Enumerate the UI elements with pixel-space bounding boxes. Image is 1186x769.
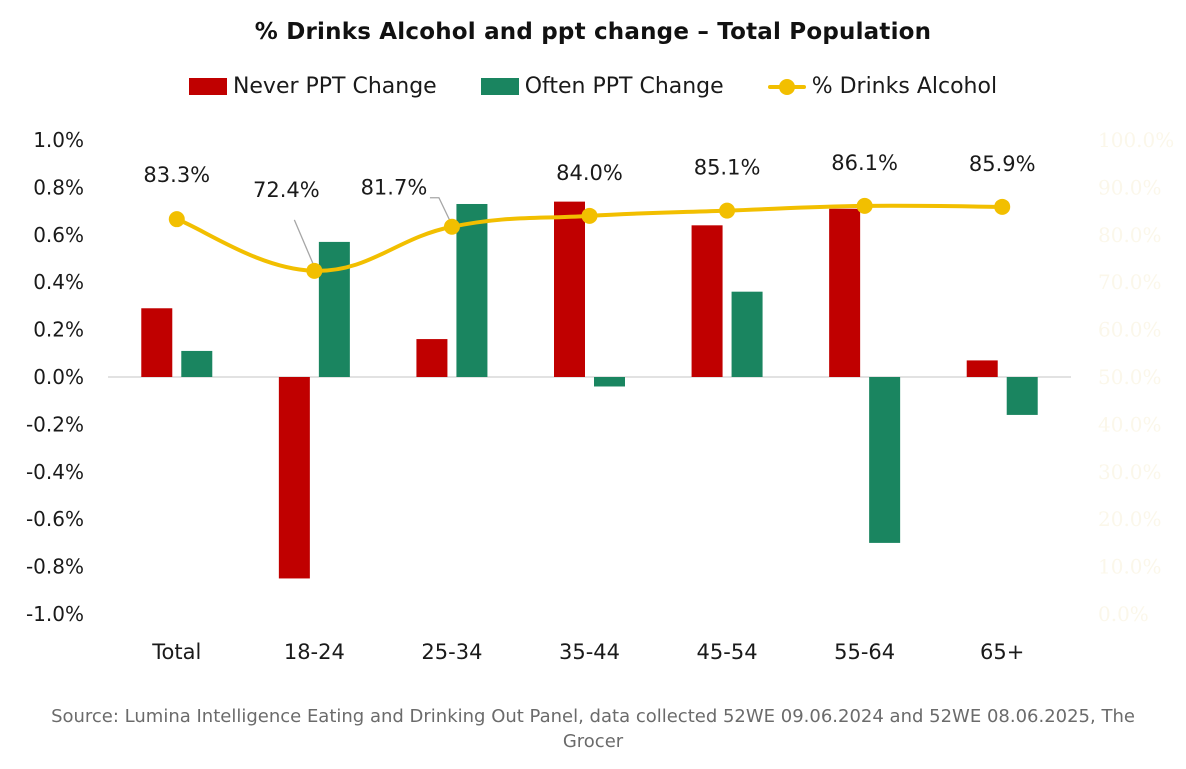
never-bar-65+ (966, 360, 998, 377)
y2-tick-label: 30.0% (1098, 460, 1162, 484)
data-label-45-54: 85.1% (694, 156, 761, 180)
bar-series (141, 201, 1038, 579)
line-marker-65+ (994, 198, 1011, 215)
often-bar-65+ (1006, 377, 1038, 415)
x-tick-label: 65+ (980, 640, 1024, 664)
never-swatch-icon (188, 78, 227, 95)
chart-title: % Drinks Alcohol and ppt change – Total … (254, 19, 932, 45)
line-marker-55-64 (856, 197, 873, 214)
often-bar-18-24 (318, 241, 350, 377)
y-tick-label: 1.0% (33, 128, 84, 152)
often-bar-35-44 (594, 377, 625, 387)
y-tick-label: -0.6% (26, 507, 84, 531)
data-label-35-44: 84.0% (556, 161, 623, 185)
x-tick-label: 55-64 (834, 640, 895, 664)
data-label-Total: 83.3% (143, 163, 210, 187)
y-tick-label: 0.0% (33, 365, 84, 389)
x-tick-label: 18-24 (284, 640, 345, 664)
never-bar-55-64 (829, 208, 861, 377)
y2-tick-label: 0.0% (1098, 602, 1149, 626)
source-note: Source: Lumina Intelligence Eating and D… (51, 706, 1135, 752)
y2-tick-label: 70.0% (1098, 270, 1162, 294)
line-marker-45-54 (719, 202, 736, 219)
y-tick-label: -0.4% (26, 460, 84, 484)
data-label-55-64: 86.1% (831, 151, 898, 175)
x-tick-label: 25-34 (421, 640, 482, 664)
y2-tick-label: 90.0% (1098, 175, 1162, 199)
often-swatch-icon (480, 78, 519, 95)
often-bar-55-64 (869, 377, 901, 543)
x-tick-label: 45-54 (697, 640, 758, 664)
data-label-25-34: 81.7% (361, 176, 428, 200)
often-bar-Total (181, 350, 213, 377)
legend-label-never: Never PPT Change (232, 74, 437, 99)
legend-item-drinks: % Drinks Alcohol (767, 74, 998, 99)
primary-y-axis: 1.0% 0.8% 0.6% 0.4% 0.2% 0.0% -0.2% -0.4% -0.6% -… (26, 128, 84, 626)
y2-tick-label: 100.0% (1098, 128, 1174, 152)
never-bar-45-54 (691, 225, 723, 377)
data-label-65+: 85.9% (969, 152, 1036, 176)
legend: Never PPT Change Often PPT Change % Drin… (0, 74, 1186, 99)
x-axis: Total 18-24 25-34 35-44 45-54 55-64 65+ (151, 640, 1024, 664)
y-tick-label: 0.4% (33, 270, 84, 294)
y2-tick-label: 40.0% (1098, 412, 1162, 436)
legend-item-never: Never PPT Change (188, 74, 437, 99)
never-bar-Total (141, 308, 173, 377)
y2-tick-label: 80.0% (1098, 223, 1162, 247)
x-tick-label: 35-44 (559, 640, 620, 664)
never-bar-18-24 (278, 377, 310, 579)
line-marker-icon (767, 78, 806, 95)
legend-label-often: Often PPT Change (524, 74, 724, 99)
line-marker-25-34 (443, 218, 460, 235)
line-marker-Total (168, 211, 185, 228)
line-marker-35-44 (581, 207, 598, 224)
y2-tick-label: 10.0% (1098, 555, 1162, 579)
y-tick-label: -0.8% (26, 555, 84, 579)
y-tick-label: 0.8% (33, 175, 84, 199)
leader-line (429, 197, 451, 222)
y-tick-label: 0.2% (33, 318, 84, 342)
leader-line (293, 219, 315, 268)
line-series: 83.3% 72.4% 81.7% 84.0% 85.1% 86.1% 85.9% (143, 151, 1036, 279)
y2-tick-label: 20.0% (1098, 507, 1162, 531)
never-bar-25-34 (416, 339, 448, 377)
y-tick-label: -1.0% (26, 602, 84, 626)
y-tick-label: 0.6% (33, 223, 84, 247)
often-bar-25-34 (456, 203, 488, 377)
y-tick-label: -0.2% (26, 412, 84, 436)
y2-tick-label: 60.0% (1098, 318, 1162, 342)
x-tick-label: Total (151, 640, 201, 664)
y2-tick-label: 50.0% (1098, 365, 1162, 389)
legend-item-often: Often PPT Change (480, 74, 724, 99)
line-marker-18-24 (306, 262, 323, 279)
often-bar-45-54 (731, 291, 763, 377)
legend-label-drinks: % Drinks Alcohol (811, 74, 998, 99)
data-label-18-24: 72.4% (253, 178, 320, 202)
never-bar-35-44 (554, 201, 585, 377)
secondary-y-axis: 100.0% 90.0% 80.0% 70.0% 60.0% 50.0% 40.0% 30.0… (1098, 128, 1174, 626)
